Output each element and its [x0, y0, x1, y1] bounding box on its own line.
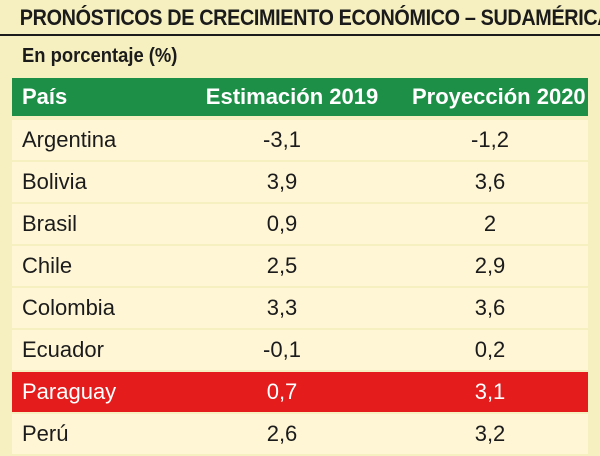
projection-2020-cell: 0,2	[474, 337, 506, 362]
table-header-row: País Estimación 2019 Proyección 2020	[12, 78, 588, 116]
column-header-estimate-2019: Estimación 2019	[205, 84, 379, 109]
projection-2020-cell: 3,6	[474, 169, 506, 194]
country-cell: Chile	[22, 253, 73, 278]
table-row: Bolivia 3,9 3,6	[12, 162, 588, 202]
estimate-2019-cell: -0,1	[263, 337, 301, 362]
projection-2020-cell: 3,1	[474, 379, 506, 404]
country-cell: Paraguay	[22, 379, 117, 404]
table-row: Brasil 0,9 2	[12, 204, 588, 244]
estimate-2019-cell: 2,6	[266, 421, 298, 446]
estimate-2019-cell: 0,9	[266, 211, 298, 236]
country-cell: Perú	[22, 421, 69, 446]
estimate-2019-cell: 2,5	[266, 253, 298, 278]
table-row: Ecuador -0,1 0,2	[12, 330, 588, 370]
projection-2020-cell: 3,2	[474, 421, 506, 446]
table-row: Chile 2,5 2,9	[12, 246, 588, 286]
table-row: Argentina -3,1 -1,2	[12, 120, 588, 160]
projection-2020-cell: 3,6	[474, 295, 506, 320]
estimate-2019-cell: 3,9	[266, 169, 298, 194]
table-row-highlighted: Paraguay 0,7 3,1	[12, 372, 588, 412]
estimate-2019-cell: 0,7	[266, 379, 298, 404]
projection-2020-cell: 2,9	[474, 253, 506, 278]
estimate-2019-cell: -3,1	[263, 127, 301, 152]
column-header-country: País	[22, 84, 68, 109]
table-row: Colombia 3,3 3,6	[12, 288, 588, 328]
column-header-projection-2020: Proyección 2020	[412, 84, 586, 109]
country-cell: Colombia	[22, 295, 115, 320]
country-cell: Argentina	[22, 127, 117, 152]
table-row: Perú 2,6 3,2	[12, 414, 588, 454]
projection-2020-cell: 2	[483, 211, 497, 236]
estimate-2019-cell: 3,3	[266, 295, 298, 320]
table-subtitle: En porcentaje (%)	[22, 45, 178, 67]
projection-2020-cell: -1,2	[471, 127, 509, 152]
table-title: PRONÓSTICOS DE CRECIMIENTO ECONÓMICO – S…	[0, 0, 600, 36]
country-cell: Bolivia	[22, 169, 87, 194]
country-cell: Brasil	[22, 211, 78, 236]
growth-table: País Estimación 2019 Proyección 2020 Arg…	[12, 78, 588, 456]
country-cell: Ecuador	[22, 337, 104, 362]
